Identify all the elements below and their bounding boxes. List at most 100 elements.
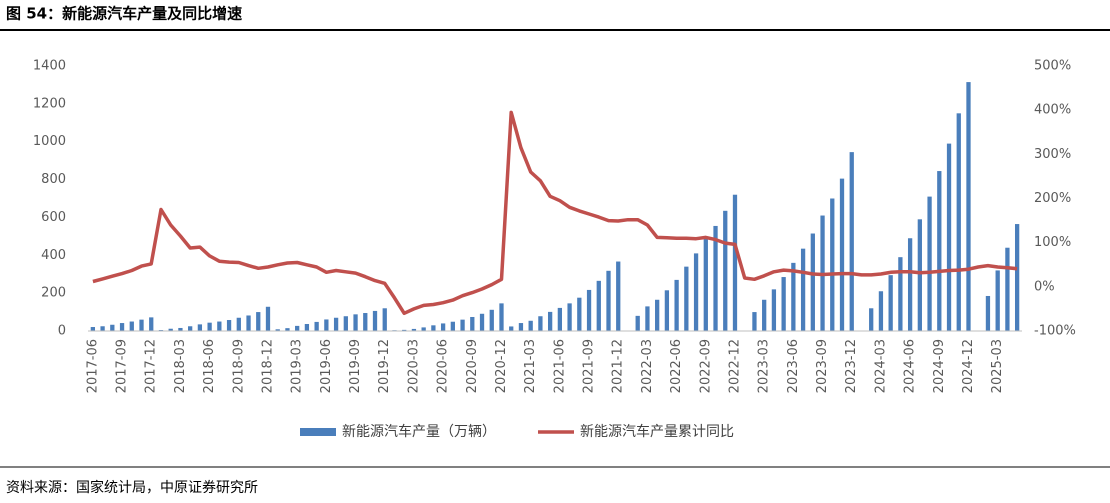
bar	[460, 319, 465, 331]
bar	[723, 210, 728, 331]
x-tick-label: 2024-09	[932, 339, 947, 393]
bar	[402, 329, 407, 331]
x-tick-label: 2017-06	[85, 339, 100, 393]
x-tick-label: 2022-12	[727, 339, 742, 393]
bar	[499, 303, 504, 331]
bar	[927, 196, 932, 331]
bar	[985, 295, 991, 331]
bar	[431, 325, 436, 331]
bar	[937, 171, 942, 331]
x-tick-label: 2019-06	[319, 339, 334, 393]
bar	[149, 317, 154, 331]
x-tick-label: 2017-09	[115, 339, 130, 393]
bar	[470, 316, 475, 331]
bar	[664, 290, 670, 331]
bar	[295, 325, 300, 331]
x-tick-label: 2017-12	[144, 339, 159, 393]
bar	[810, 233, 815, 331]
bar	[343, 316, 348, 331]
bar	[178, 327, 183, 331]
bar	[567, 303, 572, 331]
bar	[655, 299, 660, 331]
x-tick-label: 2020-12	[494, 339, 509, 393]
source: 资料来源：国家统计局，中原证券研究所	[6, 479, 258, 496]
bar	[586, 289, 592, 331]
bar	[577, 297, 582, 331]
bar	[878, 291, 884, 331]
x-tick-label: 2024-12	[961, 339, 976, 393]
bar	[762, 299, 767, 331]
x-tick-label: 2021-12	[611, 339, 626, 393]
bar	[781, 277, 786, 331]
bar	[353, 314, 358, 331]
x-tick-label: 2019-12	[377, 339, 392, 393]
bar	[518, 323, 524, 331]
bar	[830, 198, 835, 331]
bar	[713, 225, 718, 331]
x-tick-label: 2024-06	[903, 339, 918, 393]
bar	[236, 317, 241, 331]
bar	[703, 238, 708, 331]
chart-title: 图 54：新能源汽车产量及同比增速	[6, 5, 242, 23]
bar	[333, 317, 339, 331]
x-tick-label: 2024-03	[873, 339, 888, 393]
bar	[645, 306, 650, 331]
bar	[265, 306, 271, 331]
x-tick-label: 2018-06	[202, 339, 217, 393]
bar	[207, 322, 212, 331]
y-tick-label: 600	[41, 210, 66, 225]
x-tick-label: 2018-03	[173, 339, 188, 393]
y-tick-label: 0	[58, 324, 66, 339]
bar	[489, 309, 494, 331]
x-tick-label: 2019-09	[348, 339, 363, 393]
x-tick-label: 2021-03	[523, 339, 538, 393]
bar	[616, 261, 621, 331]
line	[92, 110, 1018, 316]
bar	[538, 316, 543, 331]
x-tick-label: 2021-06	[552, 339, 567, 393]
x-tick-label: 2023-06	[786, 339, 801, 393]
y-tick-label: 200	[41, 286, 66, 301]
bar	[90, 327, 96, 331]
bar	[528, 320, 533, 331]
bar	[839, 178, 845, 331]
bar	[752, 312, 757, 331]
bar	[907, 238, 913, 331]
bar	[684, 266, 689, 331]
x-tick-label: 2020-06	[436, 339, 451, 393]
bar	[1014, 224, 1020, 331]
bar	[635, 315, 640, 331]
bar	[849, 152, 854, 331]
bar	[956, 113, 961, 331]
bar	[898, 257, 903, 331]
y2-tick-label: 400%	[1034, 103, 1071, 118]
y-tick-label: 1200	[33, 96, 66, 111]
x-tick-label: 2022-03	[640, 339, 655, 393]
bar	[324, 319, 329, 331]
bar	[509, 326, 514, 331]
bar	[256, 312, 261, 331]
bar	[275, 329, 280, 331]
bar	[363, 313, 368, 331]
bar	[139, 319, 144, 331]
bar	[966, 82, 971, 331]
bar	[372, 310, 378, 331]
bar	[197, 324, 203, 331]
x-tick-label: 2018-09	[231, 339, 246, 393]
legend-swatch	[300, 428, 336, 436]
y-tick-label: 400	[41, 248, 66, 263]
x-tick-label: 2018-12	[260, 339, 275, 393]
bar	[226, 320, 232, 331]
bar	[110, 324, 115, 331]
y2-tick-label: 500%	[1034, 59, 1071, 74]
bar	[285, 328, 290, 331]
x-tick-label: 2022-09	[698, 339, 713, 393]
x-tick-label: 2020-09	[465, 339, 480, 393]
bar	[771, 289, 777, 331]
x-tick-label: 2023-09	[815, 339, 830, 393]
bar	[693, 253, 699, 331]
bar	[791, 262, 796, 331]
bar	[217, 321, 222, 331]
bar	[382, 308, 387, 331]
